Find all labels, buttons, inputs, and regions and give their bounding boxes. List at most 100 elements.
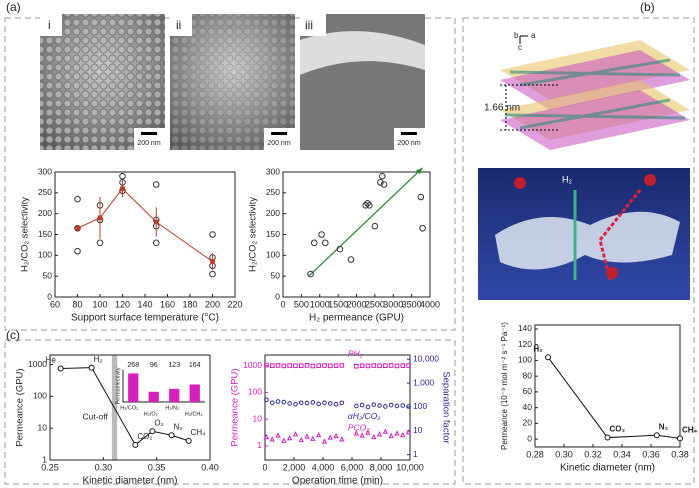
sem-layer bbox=[300, 31, 425, 75]
x-axis-label: Kinetic diameter (nm) bbox=[560, 463, 655, 474]
marker bbox=[287, 435, 293, 441]
marker bbox=[347, 256, 355, 263]
plot-frame bbox=[282, 171, 431, 298]
bar bbox=[189, 384, 200, 402]
marker bbox=[406, 363, 411, 368]
marker bbox=[394, 363, 400, 369]
marker bbox=[310, 435, 316, 441]
marker bbox=[304, 433, 310, 439]
y-tick-label: 100 bbox=[518, 355, 532, 365]
marker bbox=[318, 231, 325, 238]
y2-tick-label: 10,000 bbox=[413, 353, 439, 363]
marker bbox=[382, 428, 388, 434]
y-axis-label: Permeance (GPU) bbox=[15, 368, 26, 446]
marker bbox=[269, 400, 275, 406]
bar bbox=[148, 391, 159, 402]
panel-label: (a) bbox=[6, 0, 21, 14]
y-axis-label: H₂/CO₂ selectivity bbox=[248, 197, 259, 272]
axis-letter: c bbox=[518, 43, 522, 52]
marker bbox=[339, 436, 345, 442]
plot-frame bbox=[534, 324, 681, 448]
marker bbox=[209, 231, 216, 238]
marker bbox=[333, 432, 339, 439]
label-box bbox=[300, 14, 326, 36]
marker bbox=[378, 172, 386, 180]
marker bbox=[419, 224, 426, 232]
x-tick-label: 100 bbox=[92, 299, 107, 309]
marker bbox=[366, 202, 373, 209]
cutoff-label: Cut-off bbox=[83, 411, 109, 421]
series-line bbox=[77, 187, 213, 262]
co2-path bbox=[598, 189, 642, 281]
marker bbox=[281, 437, 287, 443]
point-label: CH₄ bbox=[682, 425, 698, 434]
x-tick-label: 160 bbox=[160, 299, 175, 309]
x-tick-label: 500 bbox=[294, 299, 309, 309]
y2-tick-label: 10 bbox=[413, 425, 423, 435]
y-tick-label: 20 bbox=[523, 418, 533, 428]
marker bbox=[310, 239, 318, 247]
marker bbox=[406, 404, 411, 409]
x-tick-label: 60 bbox=[50, 299, 60, 309]
marker bbox=[677, 435, 683, 442]
marker bbox=[269, 436, 275, 442]
y-tick-label: 120 bbox=[518, 339, 532, 349]
marker bbox=[88, 364, 95, 371]
x-axis-label: Support surface temperature (°C) bbox=[71, 313, 219, 324]
marker bbox=[371, 433, 377, 440]
marker bbox=[405, 429, 412, 435]
y-tick-label: 100 bbox=[33, 391, 47, 401]
series-label: PCO₂ bbox=[348, 422, 370, 432]
category-label: H₂/CH₄ bbox=[185, 411, 204, 417]
marker bbox=[388, 363, 394, 368]
marker bbox=[365, 404, 371, 410]
marker bbox=[275, 399, 281, 404]
marker bbox=[149, 428, 156, 435]
x-tick-label: 220 bbox=[227, 299, 242, 309]
point-label: N₂ bbox=[174, 422, 183, 431]
marker bbox=[75, 225, 80, 231]
trend-arrow bbox=[308, 167, 424, 277]
marker bbox=[377, 363, 382, 369]
bar bbox=[128, 373, 139, 402]
marker bbox=[209, 270, 216, 278]
marker bbox=[307, 270, 314, 278]
y-tick-label: 0 bbox=[47, 291, 52, 301]
arrow-head bbox=[416, 167, 423, 175]
marker bbox=[364, 199, 371, 207]
marker bbox=[377, 179, 384, 186]
x-tick-label: 2000 bbox=[346, 299, 366, 309]
marker bbox=[298, 400, 304, 406]
y2-axis-label: Separation factor bbox=[440, 371, 451, 443]
y-tick-label: 150 bbox=[38, 229, 52, 239]
marker bbox=[321, 239, 329, 247]
y-tick-label: 300 bbox=[38, 166, 52, 176]
y-axis-label: Permeance (10⁻⁸ mol m⁻² s⁻¹ Pa⁻¹) bbox=[500, 322, 509, 450]
marker bbox=[152, 181, 160, 188]
y-tick-label: 10 bbox=[253, 413, 263, 423]
x-tick-label: 0.36 bbox=[642, 449, 660, 459]
y-axis-label: Permeance (GPU) bbox=[230, 368, 241, 446]
sem-texture bbox=[170, 14, 295, 150]
marker bbox=[322, 400, 327, 406]
point-label: O₂ bbox=[154, 418, 163, 427]
image-label: ii bbox=[176, 18, 181, 32]
y-tick-label: 100 bbox=[248, 387, 262, 397]
x-tick-label: 0.35 bbox=[148, 462, 166, 472]
marker bbox=[74, 195, 81, 203]
marker bbox=[371, 402, 377, 407]
scale-bar bbox=[271, 132, 287, 135]
panel-label: (c) bbox=[6, 328, 20, 342]
marker bbox=[293, 401, 298, 407]
marker bbox=[310, 400, 316, 405]
scale-bar bbox=[401, 132, 417, 135]
y-tick-label: 100 bbox=[266, 250, 280, 260]
marker bbox=[376, 431, 383, 437]
y-tick-label: 1000 bbox=[28, 359, 47, 369]
value-label: 123 bbox=[168, 362, 180, 369]
marker bbox=[316, 401, 321, 407]
x-tick-label: 4000 bbox=[420, 299, 440, 309]
marker bbox=[269, 363, 275, 368]
scale-label: 200 nm bbox=[267, 140, 291, 147]
